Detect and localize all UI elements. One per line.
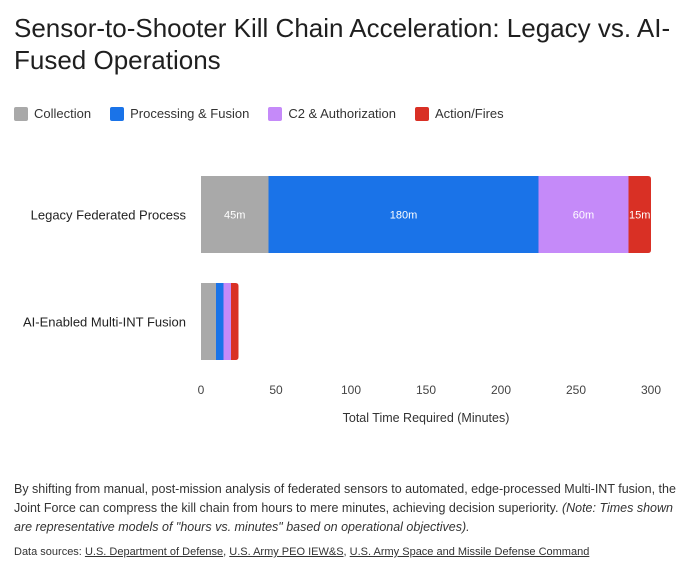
legend-label: Collection xyxy=(34,106,92,121)
data-sources: Data sources: U.S. Department of Defense… xyxy=(14,546,590,558)
x-tick-label: 300 xyxy=(641,383,661,397)
chart-title: Sensor-to-Shooter Kill Chain Acceleratio… xyxy=(14,13,671,75)
x-tick-label: 50 xyxy=(269,383,283,397)
legend-label: C2 & Authorization xyxy=(288,106,397,121)
bar-segment xyxy=(268,176,539,253)
bar-segment xyxy=(216,283,224,360)
stacked-bar-chart: Legacy Federated Process 45m 180m 60m 15m AI-… xyxy=(23,176,661,425)
legend-item-0: Collection xyxy=(14,106,91,121)
bar-segment xyxy=(538,176,629,253)
x-tick-label: 200 xyxy=(491,383,511,397)
category-label: AI-Enabled Multi-INT Fusion xyxy=(23,315,186,330)
legend-swatch xyxy=(14,106,28,121)
x-tick-label: 250 xyxy=(566,383,586,397)
data-label: 45m xyxy=(224,210,245,222)
caption-main-text: By shifting from manual, post-mission an… xyxy=(14,482,676,515)
x-axis-label: Total Time Required (Minutes) xyxy=(343,411,510,425)
x-tick-label: 0 xyxy=(198,383,205,397)
source-link-smdc[interactable]: U.S. Army Space and Missile Defense Comm… xyxy=(349,546,590,558)
legend-swatch xyxy=(415,106,430,121)
bar-segment xyxy=(201,176,269,253)
bar-segment xyxy=(628,176,651,253)
legend-item-1: Processing & Fusion xyxy=(110,106,249,121)
caption-note-text: (Note: Times shown are representative mo… xyxy=(14,501,673,534)
legend-item-3: Action/Fires xyxy=(415,106,504,121)
bar-segment xyxy=(201,283,216,360)
legend-swatch xyxy=(110,106,125,121)
source-link-peo-iews[interactable]: U.S. Army PEO IEW&S xyxy=(229,546,344,558)
category-label: Legacy Federated Process xyxy=(31,208,187,223)
bar-segment xyxy=(223,283,231,360)
data-label: 60m xyxy=(573,210,594,222)
data-label: 15m xyxy=(629,210,650,222)
source-link-dod[interactable]: U.S. Department of Defense xyxy=(84,546,224,558)
legend-swatch xyxy=(268,106,283,121)
chart-legend: Collection Processing & Fusion C2 & Author… xyxy=(14,106,523,121)
x-tick-label: 100 xyxy=(341,383,361,397)
chart-caption: By shifting from manual, post-mission an… xyxy=(14,480,679,537)
sources-label: Data sources: xyxy=(14,546,82,558)
legend-label: Processing & Fusion xyxy=(130,106,250,121)
data-label: 180m xyxy=(390,210,418,222)
legend-label: Action/Fires xyxy=(435,106,504,121)
legend-item-2: C2 & Authorization xyxy=(268,106,396,121)
bar-segment xyxy=(231,283,239,360)
x-tick-label: 150 xyxy=(416,383,436,397)
